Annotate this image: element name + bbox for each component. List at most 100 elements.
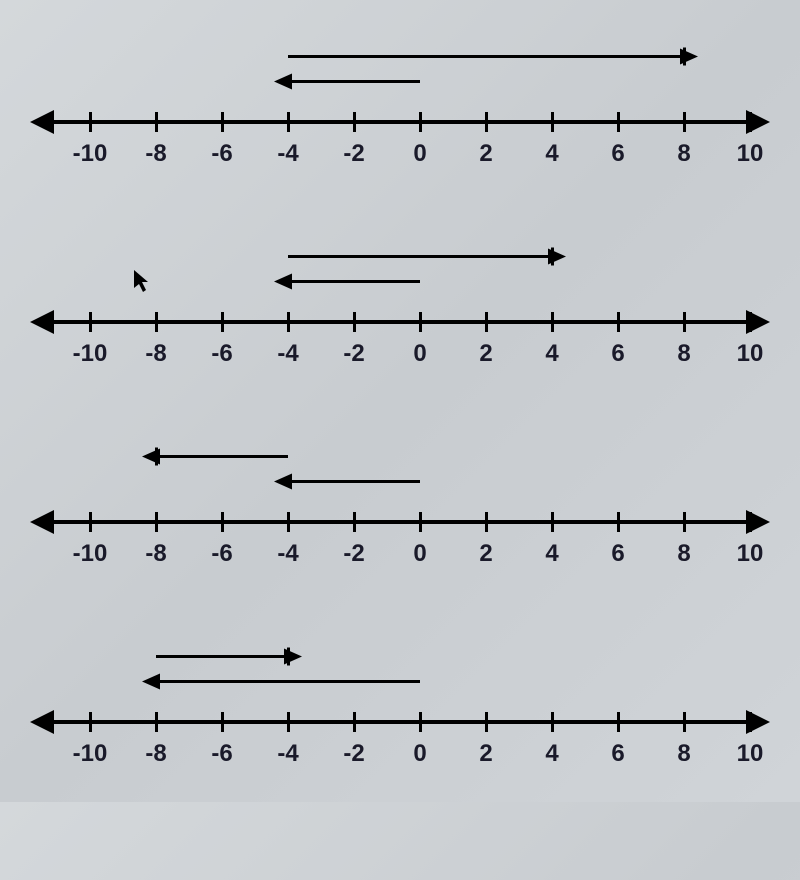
tick-label: -4 [277,140,298,168]
tick [89,512,92,532]
tick [551,712,554,732]
tick [683,712,686,732]
axis-arrow-left-icon [30,110,54,134]
axis-arrow-left-icon [30,310,54,334]
tick [485,512,488,532]
tick-label: 2 [479,140,492,168]
tick-label: 10 [737,740,764,768]
tick-label: 6 [611,340,624,368]
tick [485,712,488,732]
tick-label: 2 [479,540,492,568]
tick-label: -2 [343,140,364,168]
tick [353,312,356,332]
vector-endcap [683,48,686,66]
tick [155,112,158,132]
tick [749,112,752,132]
tick [683,312,686,332]
tick-label: 8 [677,540,690,568]
tick-label: -2 [343,740,364,768]
tick-label: -4 [277,740,298,768]
tick-label: 0 [413,540,426,568]
tick-label: 2 [479,340,492,368]
tick [749,312,752,332]
vector-line [288,55,684,58]
tick [221,112,224,132]
tick [89,712,92,732]
tick-label: 8 [677,140,690,168]
tick-label: 4 [545,740,558,768]
vector-line [288,255,552,258]
tick-label: 10 [737,140,764,168]
tick-label: -10 [73,740,108,768]
vector-arrow-left-icon [274,274,292,290]
tick-label: -8 [145,540,166,568]
tick-label: 6 [611,540,624,568]
tick [155,512,158,532]
vector-endcap [551,248,554,266]
tick [551,112,554,132]
tick [287,712,290,732]
tick-label: -10 [73,340,108,368]
tick-label: -10 [73,540,108,568]
tick [617,112,620,132]
number-line-g4: -10-8-6-4-20246810 [20,640,780,780]
tick-label: 2 [479,740,492,768]
tick [155,312,158,332]
vector-endcap [287,648,290,666]
tick [551,312,554,332]
tick-label: -6 [211,740,232,768]
tick [419,312,422,332]
tick [155,712,158,732]
tick [221,712,224,732]
tick [683,112,686,132]
tick-label: 0 [413,740,426,768]
tick [617,712,620,732]
vector-line [288,80,420,83]
tick [287,512,290,532]
tick-label: 6 [611,740,624,768]
tick [485,112,488,132]
diagram-container: -10 -8 -6 -4 -2 0 2 4 6 8 10 -10 -8 -6 -4 -2 0 2 4 6 8 10 -10 -… [0,0,800,880]
tick [353,712,356,732]
vector-line [288,280,420,283]
vector-line [288,480,420,483]
tick [749,512,752,532]
tick [485,312,488,332]
axis-arrow-left-icon [30,710,54,734]
tick-label: 10 [737,340,764,368]
tick [419,512,422,532]
tick [419,712,422,732]
tick-label: -2 [343,540,364,568]
vector-arrow-left-icon [142,674,160,690]
tick [749,712,752,732]
tick-label: 4 [545,540,558,568]
tick [221,512,224,532]
vector-arrow-left-icon [274,474,292,490]
mouse-cursor-icon [134,270,152,300]
tick-label: -6 [211,340,232,368]
tick [89,312,92,332]
tick-label: 10 [737,540,764,568]
tick [419,112,422,132]
tick-label: 6 [611,140,624,168]
tick-label: 0 [413,140,426,168]
number-line-g1: -10-8-6-4-20246810 [20,40,780,180]
tick-label: -8 [145,140,166,168]
tick-label: 0 [413,340,426,368]
tick-label: -4 [277,540,298,568]
tick-label: 4 [545,140,558,168]
tick [221,312,224,332]
tick-label: -4 [277,340,298,368]
tick [617,312,620,332]
vector-arrow-left-icon [274,74,292,90]
tick [617,512,620,532]
vector-endcap [155,448,158,466]
tick-label: -8 [145,340,166,368]
axis-arrow-left-icon [30,510,54,534]
tick [683,512,686,532]
tick [287,312,290,332]
number-line-g2: -10-8-6-4-20246810 [20,240,780,380]
tick-label: -2 [343,340,364,368]
vector-line [156,455,288,458]
tick-label: 8 [677,740,690,768]
